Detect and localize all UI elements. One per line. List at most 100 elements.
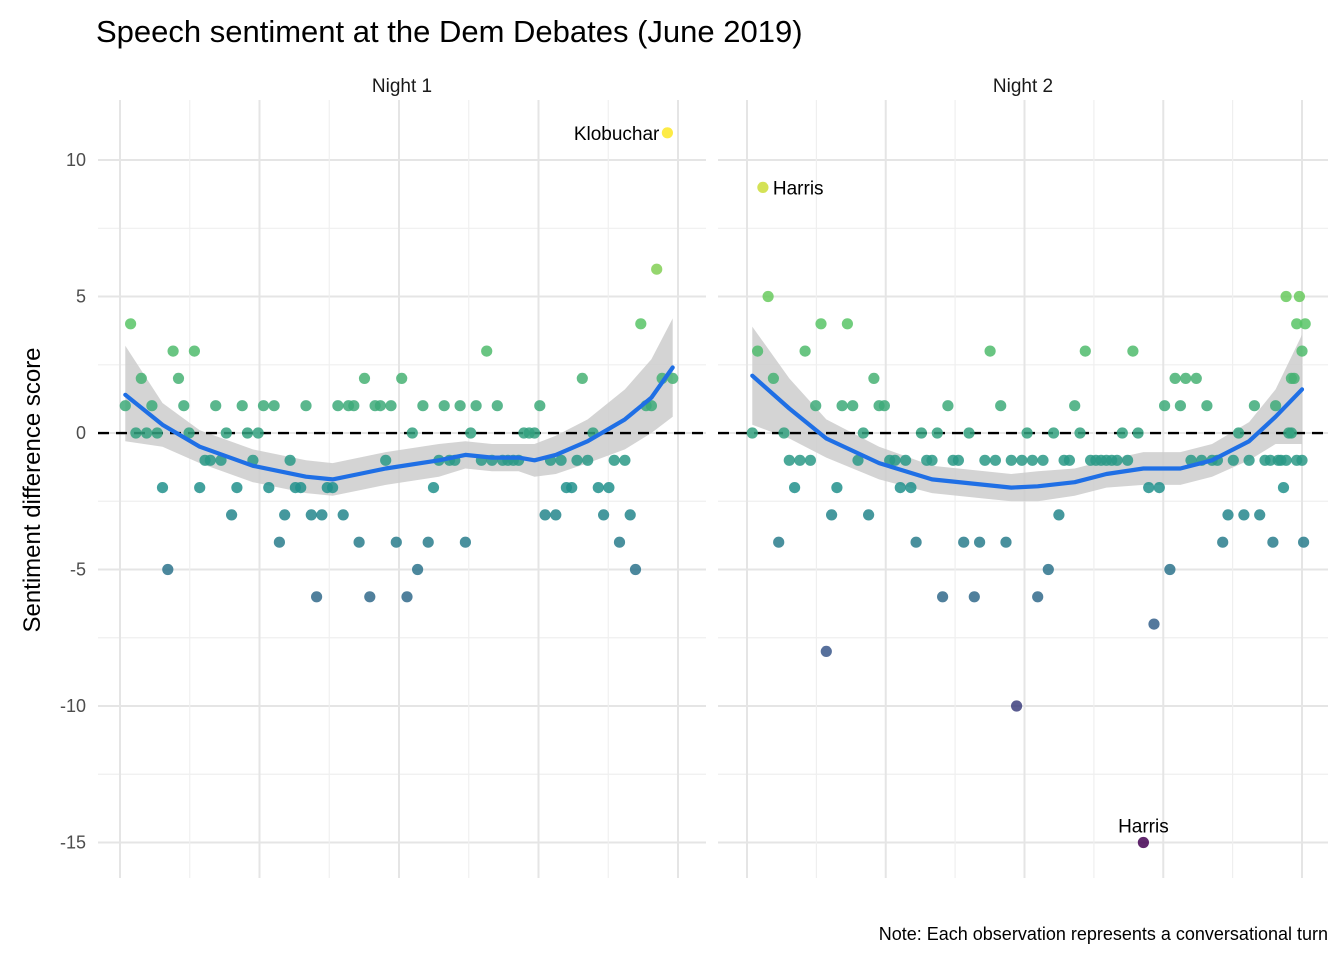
- data-point: [252, 427, 264, 439]
- data-point: [1280, 454, 1292, 466]
- data-point: [550, 509, 562, 521]
- data-point: [1296, 454, 1308, 466]
- data-point: [857, 427, 869, 439]
- data-point: [794, 454, 806, 466]
- data-point: [279, 509, 291, 521]
- data-point: [1074, 427, 1086, 439]
- y-tick-label: 0: [76, 423, 86, 443]
- data-point: [984, 345, 996, 357]
- data-point: [963, 427, 975, 439]
- data-point: [183, 427, 195, 439]
- data-point: [1127, 345, 1139, 357]
- data-point: [481, 345, 493, 357]
- data-point: [194, 482, 206, 494]
- data-point: [968, 591, 980, 603]
- data-point: [1000, 536, 1012, 548]
- data-point: [236, 400, 248, 412]
- data-point: [571, 454, 583, 466]
- data-point: [852, 454, 864, 466]
- data-point: [894, 482, 906, 494]
- data-point: [374, 400, 386, 412]
- data-point: [1299, 318, 1311, 330]
- data-point: [931, 427, 943, 439]
- data-point: [651, 263, 663, 275]
- data-point: [1026, 454, 1038, 466]
- data-point: [566, 482, 578, 494]
- data-point: [417, 400, 429, 412]
- panel-1: Night 1 Klobuchar: [98, 76, 706, 878]
- data-point: [767, 372, 780, 384]
- data-point: [332, 400, 344, 412]
- data-point: [841, 318, 854, 330]
- y-tick-label: -15: [60, 833, 86, 853]
- data-point: [172, 372, 185, 384]
- data-point: [528, 427, 541, 439]
- data-point: [204, 454, 216, 466]
- data-point: [295, 482, 307, 494]
- y-tick-label: 5: [76, 287, 86, 307]
- data-point: [752, 345, 764, 357]
- data-point: [826, 509, 838, 521]
- data-point: [412, 563, 424, 576]
- y-tick-label: 10: [66, 150, 86, 170]
- panel-2: Night 2 Harris Harris: [718, 76, 1328, 878]
- data-point: [491, 400, 503, 412]
- data-point: [804, 454, 817, 466]
- data-point: [1180, 372, 1192, 384]
- data-point: [1143, 482, 1155, 494]
- data-point: [555, 454, 567, 466]
- data-point: [995, 400, 1007, 412]
- data-point: [385, 400, 397, 412]
- data-point: [979, 454, 991, 466]
- data-point: [396, 372, 408, 384]
- data-point: [942, 400, 954, 412]
- data-point: [576, 372, 588, 384]
- data-point: [1264, 454, 1276, 466]
- data-point: [1277, 482, 1290, 494]
- data-point: [1164, 563, 1176, 576]
- data-point: [1016, 454, 1028, 466]
- data-point: [220, 427, 232, 439]
- data-point: [958, 536, 970, 548]
- data-point: [1283, 427, 1295, 439]
- data-point: [1079, 345, 1091, 357]
- data-point: [327, 482, 339, 494]
- data-point: [257, 400, 270, 412]
- data-point: [1227, 454, 1239, 466]
- data-point: [210, 400, 222, 412]
- data-point: [778, 427, 790, 439]
- data-point: [380, 454, 392, 466]
- data-point: [1288, 372, 1300, 384]
- data-point: [926, 454, 938, 466]
- data-point: [613, 536, 626, 548]
- data-point: [1048, 427, 1060, 439]
- y-axis-label: Sentiment difference score: [19, 347, 46, 632]
- data-point: [783, 454, 795, 466]
- data-point: [1272, 454, 1284, 466]
- data-point: [390, 536, 402, 548]
- data-point: [1111, 454, 1123, 466]
- data-point: [465, 427, 477, 439]
- data-point: [619, 454, 631, 466]
- data-point: [534, 400, 546, 412]
- data-point: [863, 509, 875, 521]
- data-point: [789, 482, 801, 494]
- data-point: [316, 509, 328, 521]
- data-point: [1296, 345, 1308, 357]
- panel-strip-label: Night 2: [993, 76, 1053, 97]
- data-point: [889, 454, 901, 466]
- data-point: [667, 372, 679, 384]
- data-point: [151, 427, 163, 439]
- data-point: [762, 290, 774, 303]
- data-point: [1132, 427, 1144, 439]
- smooth-trend-line: [750, 373, 1305, 490]
- data-point: [810, 400, 822, 412]
- data-point: [1063, 454, 1075, 466]
- data-point: [635, 318, 647, 330]
- data-point: [746, 427, 758, 439]
- data-point: [629, 563, 642, 576]
- data-point: [1291, 318, 1303, 330]
- data-point: [1254, 509, 1266, 521]
- data-point: [135, 372, 147, 384]
- data-point: [427, 482, 440, 494]
